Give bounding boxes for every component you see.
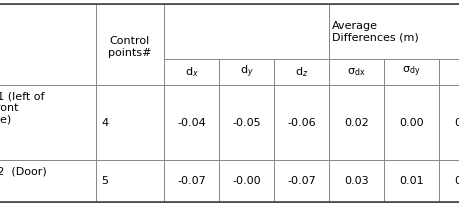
Text: 0.00: 0.00 [453,117,459,128]
Bar [274,59,328,85]
Bar [164,4,328,59]
Text: 0.01: 0.01 [398,176,423,186]
Bar [218,160,274,202]
Text: Case1 (left of
the front
facade): Case1 (left of the front facade) [0,91,45,124]
Bar [164,59,218,85]
Text: -0.04: -0.04 [177,117,206,128]
Bar [164,85,218,160]
Text: σ$_\mathregular{dz}$: σ$_\mathregular{dz}$ [457,66,459,78]
Bar [218,59,274,85]
Text: 0.00: 0.00 [398,117,423,128]
Text: -0.00: -0.00 [232,176,260,186]
Text: σ$_\mathregular{dy}$: σ$_\mathregular{dy}$ [402,65,420,79]
Bar [328,59,383,85]
Text: Case2  (Door): Case2 (Door) [0,166,47,176]
Bar [438,85,459,160]
Text: σ$_\mathregular{dx}$: σ$_\mathregular{dx}$ [347,66,365,78]
Text: 5: 5 [101,176,108,186]
Bar [274,160,328,202]
Text: -0.07: -0.07 [177,176,206,186]
Bar [218,85,274,160]
Text: 0.01: 0.01 [453,176,459,186]
Bar [328,4,459,59]
Text: 0.03: 0.03 [343,176,368,186]
Bar [0,160,96,202]
Text: -0.05: -0.05 [232,117,260,128]
Bar [164,160,218,202]
Text: Control
points#: Control points# [108,36,151,58]
Text: 0.02: 0.02 [343,117,368,128]
Text: d$_z$: d$_z$ [294,65,308,79]
Bar [274,85,328,160]
Bar [383,59,438,85]
Bar [328,85,383,160]
Bar [383,160,438,202]
Text: 4: 4 [101,117,108,128]
Text: Average
Differences (m): Average Differences (m) [331,21,418,42]
Text: -0.07: -0.07 [286,176,315,186]
Text: d$_y$: d$_y$ [239,64,253,80]
Text: -0.06: -0.06 [286,117,315,128]
Bar [96,160,164,202]
Bar [0,4,96,85]
Bar [383,85,438,160]
Bar [96,4,164,85]
Bar [438,160,459,202]
Text: d$_x$: d$_x$ [184,65,198,79]
Bar [328,160,383,202]
Bar [0,85,96,160]
Bar [96,85,164,160]
Bar [438,59,459,85]
